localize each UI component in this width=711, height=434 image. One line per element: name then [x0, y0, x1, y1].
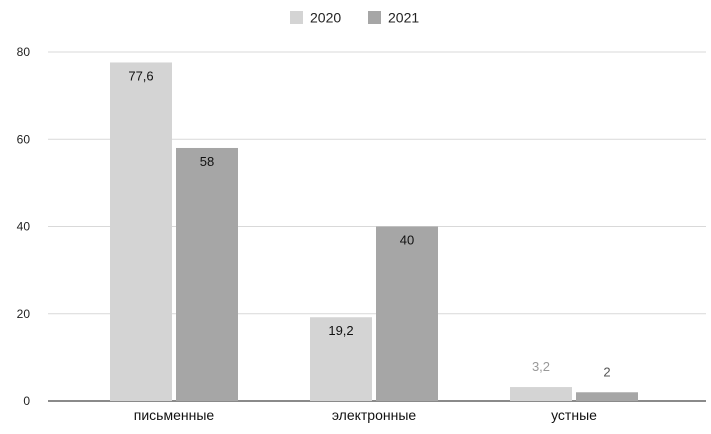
legend: 2020 2021: [290, 10, 419, 26]
y-tick-label: 80: [17, 45, 31, 59]
bar-2020-3: [510, 387, 572, 401]
legend-label: 2021: [388, 10, 419, 26]
x-category-label: электронные: [332, 407, 417, 423]
y-tick-label: 0: [23, 394, 30, 408]
data-label: 77,6: [128, 68, 153, 83]
bar-2021-1: [176, 147, 238, 401]
x-category-label: письменные: [134, 407, 215, 423]
x-axis-categories: письменные электронные устные: [134, 407, 597, 423]
y-axis-ticks: 0 20 40 60 80: [17, 45, 31, 408]
legend-label: 2020: [310, 10, 341, 26]
bar-2020-2: [310, 317, 372, 401]
data-labels: 77,6 58 19,2 40 3,2 2: [128, 68, 610, 379]
bar-2020-1: [110, 62, 172, 401]
legend-swatch: [290, 11, 303, 24]
y-tick-label: 20: [17, 307, 31, 321]
data-label: 58: [200, 154, 214, 169]
y-tick-label: 40: [17, 220, 31, 234]
legend-swatch: [368, 11, 381, 24]
bars: [110, 62, 638, 401]
data-label: 3,2: [532, 359, 550, 374]
data-label: 40: [400, 233, 414, 248]
x-category-label: устные: [551, 407, 597, 423]
data-label: 2: [603, 364, 610, 379]
bar-2021-3: [576, 392, 638, 401]
data-label: 19,2: [328, 323, 353, 338]
bar-2021-2: [376, 226, 438, 401]
y-tick-label: 60: [17, 132, 31, 146]
